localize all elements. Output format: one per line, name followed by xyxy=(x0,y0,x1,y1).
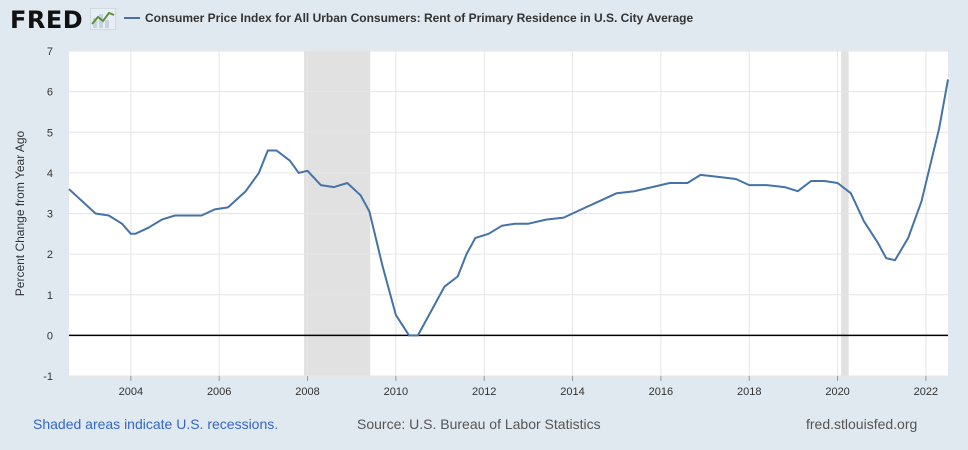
y-tick-label: 6 xyxy=(47,87,53,99)
y-tick-label: 5 xyxy=(47,127,53,139)
legend-series-title: Consumer Price Index for All Urban Consu… xyxy=(145,11,694,25)
x-tick-label: 2008 xyxy=(295,386,319,398)
y-tick-label: 2 xyxy=(47,249,53,261)
fred-logo[interactable]: FRED xyxy=(10,6,84,34)
y-tick-label: 7 xyxy=(47,46,53,58)
fred-logo-graph-icon xyxy=(90,8,116,30)
series-line[interactable] xyxy=(68,79,949,337)
x-tick-label: 2012 xyxy=(472,386,496,398)
source-note[interactable]: Source: U.S. Bureau of Labor Statistics xyxy=(357,416,601,432)
x-tick-label: 2010 xyxy=(384,386,408,398)
x-tick-label: 2004 xyxy=(119,386,143,398)
x-tick-label: 2020 xyxy=(825,386,849,398)
legend-swatch xyxy=(124,16,140,19)
y-tick-label: 3 xyxy=(47,209,53,221)
y-tick-label: -1 xyxy=(43,371,53,383)
x-tick-label: 2014 xyxy=(560,386,584,398)
chart-header: FRED Consumer Price Index for All Urban … xyxy=(0,0,968,40)
x-tick-label: 2018 xyxy=(737,386,761,398)
y-axis-label: Percent Change from Year Ago xyxy=(13,130,27,296)
recession-note[interactable]: Shaded areas indicate U.S. recessions. xyxy=(33,416,279,432)
x-tick-label: 2022 xyxy=(914,386,938,398)
y-tick-label: 4 xyxy=(47,168,53,180)
y-tick-label: 0 xyxy=(47,330,53,342)
chart-legend[interactable]: Consumer Price Index for All Urban Consu… xyxy=(124,11,693,25)
y-tick-label: 1 xyxy=(47,290,53,302)
site-link[interactable]: fred.stlouisfed.org xyxy=(806,416,918,432)
x-tick-label: 2016 xyxy=(649,386,673,398)
x-tick-label: 2006 xyxy=(207,386,231,398)
